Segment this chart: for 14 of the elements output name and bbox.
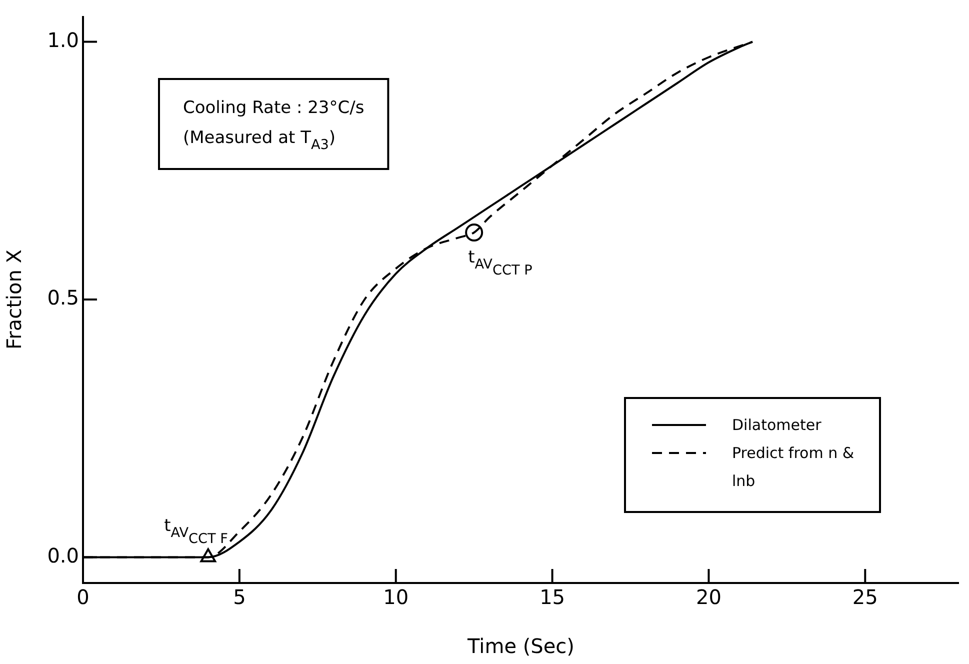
y-tick-label: 0.5 xyxy=(47,286,79,310)
legend-label: Predict from n & lnb xyxy=(732,444,854,490)
annotation: Cooling Rate : 23°C/s xyxy=(183,98,364,118)
legend-label: Dilatometer xyxy=(732,416,822,434)
x-tick-label: 15 xyxy=(540,585,566,610)
y-tick-label: 1.0 xyxy=(47,28,79,52)
x-axis-title: Time (Sec) xyxy=(466,634,574,658)
x-tick-label: 0 xyxy=(76,585,90,610)
y-tick-label: 0.0 xyxy=(47,543,79,568)
y-axis-title: Fraction X xyxy=(2,249,26,350)
x-tick-label: 25 xyxy=(852,585,878,610)
x-tick-label: 20 xyxy=(696,585,722,610)
x-tick-label: 10 xyxy=(383,585,409,610)
x-tick-label: 5 xyxy=(233,585,246,610)
